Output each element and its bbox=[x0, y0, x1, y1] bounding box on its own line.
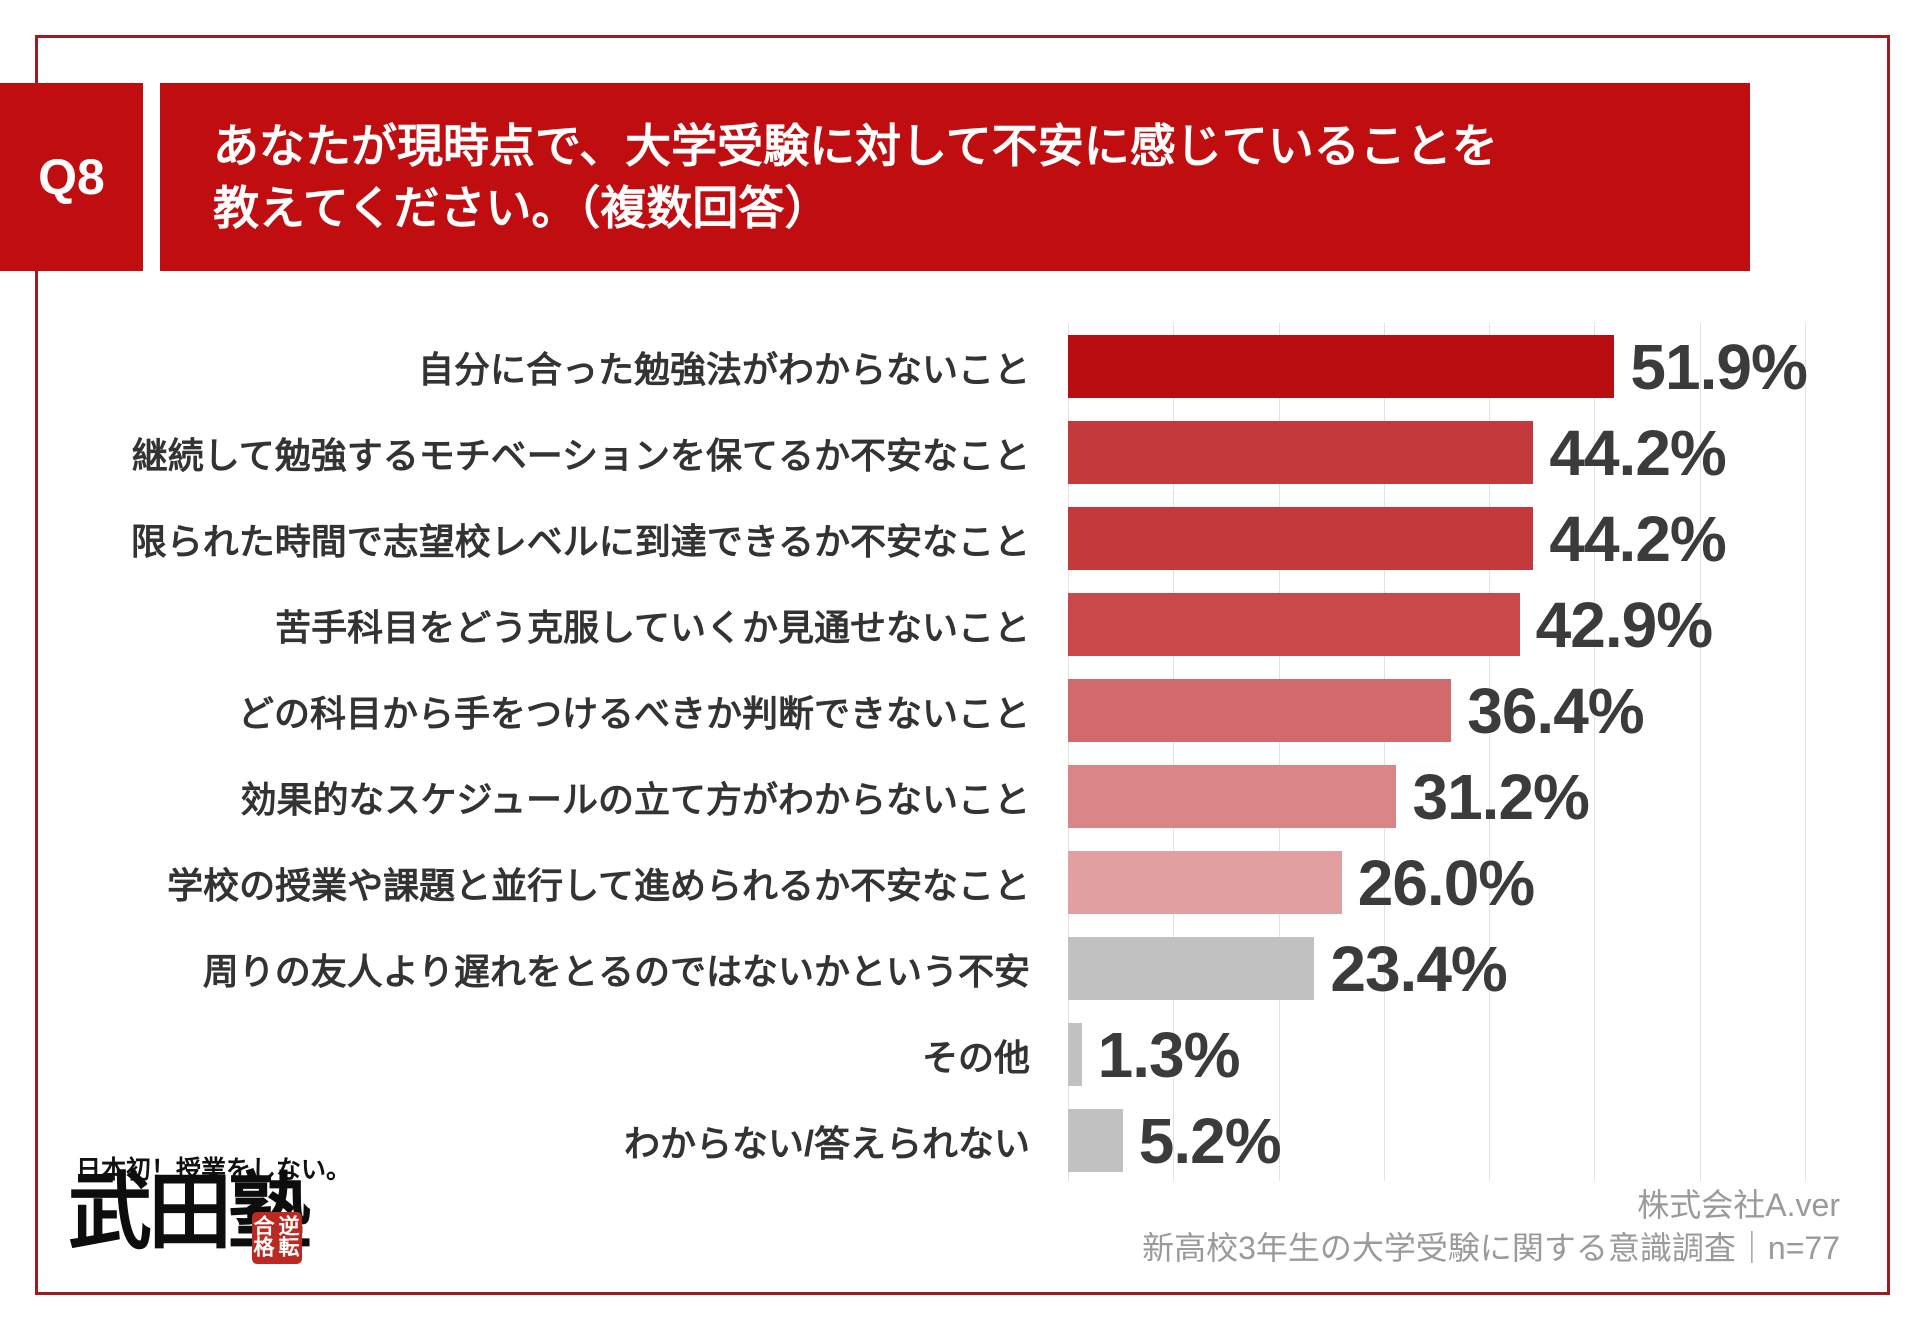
bar-row: わからない/答えられない 5.2% bbox=[0, 1104, 1920, 1177]
gridline-40pct bbox=[1489, 323, 1491, 1181]
bar-label: 苦手科目をどう克服していくか見通せないこと bbox=[275, 606, 1030, 648]
bar-value: 44.2% bbox=[1549, 502, 1726, 575]
bar bbox=[1068, 851, 1342, 914]
brand-seal-stamp: 逆転合格 bbox=[252, 1212, 302, 1264]
bar-row: 限られた時間で志望校レベルに到達できるか不安なこと 44.2% bbox=[0, 502, 1920, 575]
chart-gridlines bbox=[1068, 323, 1808, 1181]
gridline-30pct bbox=[1383, 323, 1385, 1181]
bar-row: 自分に合った勉強法がわからないこと 51.9% bbox=[0, 330, 1920, 403]
bar-label: 周りの友人より遅れをとるのではないかという不安 bbox=[202, 950, 1030, 992]
bar-row: 学校の授業や課題と並行して進められるか不安なこと 26.0% bbox=[0, 846, 1920, 919]
gridline-50pct bbox=[1594, 323, 1596, 1181]
bar-label: わからない/答えられない bbox=[623, 1122, 1030, 1164]
bar bbox=[1068, 1109, 1123, 1172]
bar-value: 36.4% bbox=[1467, 674, 1644, 747]
question-number-badge: Q8 bbox=[0, 83, 143, 271]
source-note: 株式会社A.ver 新高校3年生の大学受験に関する意識調査｜n=77 bbox=[1142, 1184, 1840, 1270]
bar-value: 5.2% bbox=[1138, 1104, 1282, 1177]
source-company: 株式会社A.ver bbox=[1637, 1187, 1840, 1223]
bar-value: 31.2% bbox=[1412, 760, 1589, 833]
bar-row: どの科目から手をつけるべきか判断できないこと 36.4% bbox=[0, 674, 1920, 747]
bar bbox=[1068, 765, 1397, 828]
bar-value: 26.0% bbox=[1357, 846, 1535, 919]
bar bbox=[1068, 421, 1534, 484]
gridline-20pct bbox=[1278, 323, 1280, 1181]
page-border-frame bbox=[35, 35, 1890, 1295]
question-number-text: Q8 bbox=[38, 149, 105, 205]
bar-row: その他 1.3% bbox=[0, 1018, 1920, 1091]
bar-label: 効果的なスケジュールの立て方がわからないこと bbox=[240, 778, 1030, 820]
bar bbox=[1068, 335, 1615, 398]
bar bbox=[1068, 679, 1452, 742]
bar-row: 周りの友人より遅れをとるのではないかという不安 23.4% bbox=[0, 932, 1920, 1005]
bar-value: 1.3% bbox=[1097, 1018, 1241, 1091]
bar-label: その他 bbox=[921, 1036, 1030, 1078]
question-title-line2: 教えてください。（複数回答） bbox=[213, 182, 831, 234]
bar-value: 42.9% bbox=[1535, 588, 1713, 661]
bar bbox=[1068, 937, 1315, 1000]
bar-row: 苦手科目をどう克服していくか見通せないこと 42.9% bbox=[0, 588, 1920, 661]
logo-tagline: 日本初！授業をしない。 bbox=[76, 1157, 352, 1184]
bar-label: 学校の授業や課題と並行して進められるか不安なこと bbox=[167, 864, 1030, 906]
bar-label: 限られた時間で志望校レベルに到達できるか不安なこと bbox=[130, 520, 1030, 562]
bar-value: 51.9% bbox=[1630, 330, 1807, 403]
bar-label: 継続して勉強するモチベーションを保てるか不安なこと bbox=[131, 434, 1030, 476]
gridline-10pct bbox=[1173, 323, 1175, 1181]
bar-value: 23.4% bbox=[1330, 932, 1507, 1005]
bar-label: どの科目から手をつけるべきか判断できないこと bbox=[237, 692, 1030, 734]
gridline-60pct bbox=[1699, 323, 1701, 1181]
question-title-line1: あなたが現時点で、大学受験に対して不安に感じていることを bbox=[213, 120, 1498, 172]
source-survey: 新高校3年生の大学受験に関する意識調査｜n=77 bbox=[1142, 1230, 1840, 1266]
bar-label: 自分に合った勉強法がわからないこと bbox=[417, 348, 1030, 390]
question-title-bar: あなたが現時点で、大学受験に対して不安に感じていることを 教えてください。（複数… bbox=[160, 83, 1750, 271]
bar bbox=[1068, 1023, 1082, 1086]
gridline-0pct bbox=[1068, 323, 1069, 1181]
bar bbox=[1068, 593, 1520, 656]
bar-row: 継続して勉強するモチベーションを保てるか不安なこと 44.2% bbox=[0, 416, 1920, 489]
bar-row: 効果的なスケジュールの立て方がわからないこと 31.2% bbox=[0, 760, 1920, 833]
gridline-70pct bbox=[1805, 323, 1806, 1181]
bar bbox=[1068, 507, 1534, 570]
bar-value: 44.2% bbox=[1549, 416, 1726, 489]
